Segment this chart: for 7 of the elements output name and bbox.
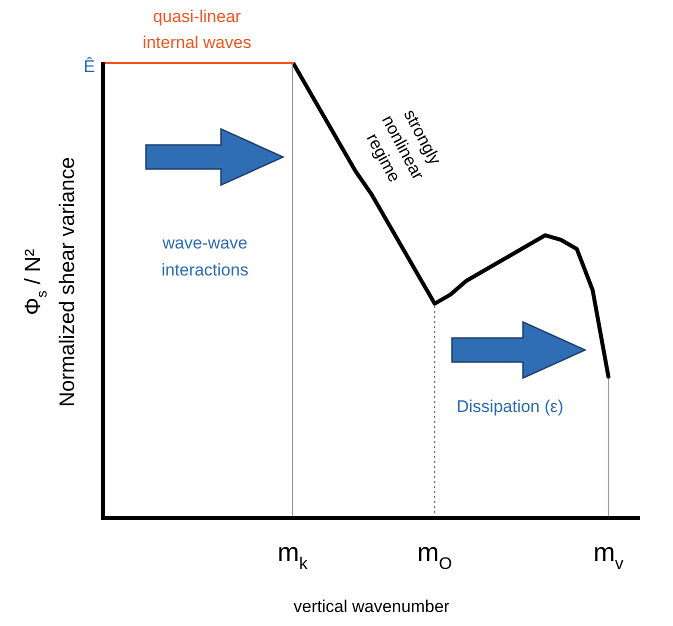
text: Ê	[84, 57, 96, 76]
text: Φs / N²	[20, 248, 51, 316]
annotation: wave-wave interactions	[161, 234, 248, 280]
x-axis-title: vertical wavenumber	[294, 597, 450, 616]
annotation: Dissipation (ε)	[456, 397, 564, 416]
y-axis-title: Normalized shear variance	[56, 157, 79, 407]
text: quasi-linear internal waves	[142, 7, 252, 52]
